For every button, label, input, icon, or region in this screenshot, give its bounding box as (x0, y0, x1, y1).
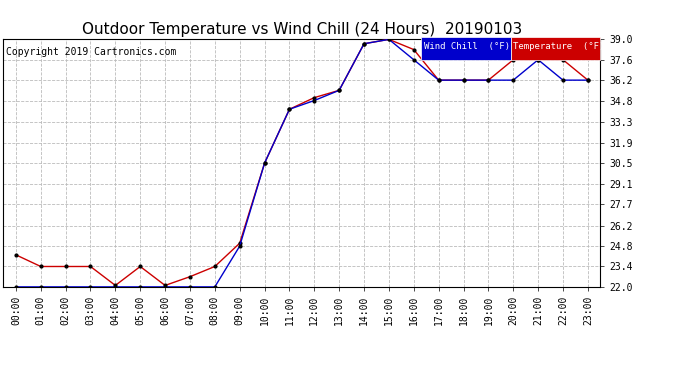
Text: Copyright 2019 Cartronics.com: Copyright 2019 Cartronics.com (6, 47, 176, 57)
Text: Wind Chill  (°F): Wind Chill (°F) (424, 42, 510, 51)
Title: Outdoor Temperature vs Wind Chill (24 Hours)  20190103: Outdoor Temperature vs Wind Chill (24 Ho… (81, 22, 522, 37)
Text: Temperature  (°F): Temperature (°F) (513, 42, 604, 51)
